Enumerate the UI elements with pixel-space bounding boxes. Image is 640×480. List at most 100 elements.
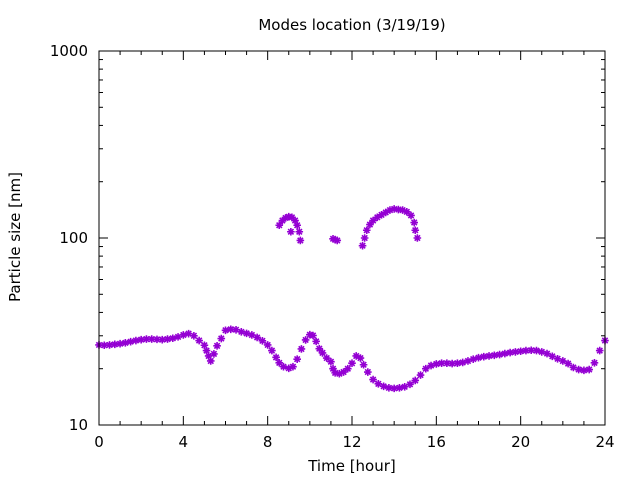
data-point-mode-small xyxy=(437,359,446,368)
data-point-mode-small xyxy=(331,369,339,377)
data-point-mode-small xyxy=(343,364,352,373)
data-point-mode-small xyxy=(126,337,135,346)
data-point-mode-small xyxy=(469,355,478,363)
data-point-mode-small xyxy=(309,331,317,340)
data-point-mode-large xyxy=(366,220,374,229)
data-point-mode-small xyxy=(369,375,377,384)
data-point-mode-large xyxy=(295,227,304,236)
data-point-mode-small xyxy=(329,364,337,373)
data-point-mode-large xyxy=(407,211,415,220)
data-point-mode-small xyxy=(142,335,151,343)
data-point-mode-large xyxy=(291,216,299,225)
data-point-mode-small xyxy=(158,335,167,344)
data-point-mode-small xyxy=(495,350,504,359)
data-point-mode-small xyxy=(301,336,310,344)
data-point-mode-small xyxy=(400,383,409,391)
data-point-mode-small xyxy=(263,341,272,349)
x-tick-label: 0 xyxy=(94,433,104,451)
data-point-mode-small xyxy=(327,357,335,366)
data-point-mode-large xyxy=(360,234,369,242)
data-point-mode-small xyxy=(490,351,499,360)
data-point-mode-large xyxy=(390,205,398,213)
data-point-mode-small xyxy=(226,325,235,334)
data-point-mode-small xyxy=(553,354,562,363)
data-point-mode-small xyxy=(356,354,365,362)
data-point-mode-small xyxy=(232,325,240,334)
data-point-mode-small xyxy=(385,384,393,392)
data-point-mode-large xyxy=(369,216,377,225)
data-point-mode-small xyxy=(297,345,306,353)
data-point-mode-small xyxy=(272,353,280,362)
data-point-mode-large xyxy=(333,236,342,245)
data-point-mode-large xyxy=(296,236,305,245)
data-point-mode-small xyxy=(204,352,213,360)
data-point-mode-small xyxy=(458,358,467,367)
data-point-mode-small xyxy=(406,380,414,389)
data-point-mode-small xyxy=(432,360,441,368)
data-point-mode-large xyxy=(377,211,386,219)
data-point-mode-large xyxy=(288,213,296,222)
data-point-mode-small xyxy=(374,380,383,388)
data-point-mode-small xyxy=(569,363,578,372)
data-point-mode-small xyxy=(315,344,324,353)
data-point-mode-large xyxy=(403,208,411,216)
data-point-mode-small xyxy=(258,337,267,345)
data-point-mode-large xyxy=(329,235,337,243)
data-point-mode-small xyxy=(395,384,404,392)
data-point-mode-small xyxy=(479,352,488,361)
data-point-mode-small xyxy=(335,369,344,378)
data-point-mode-small xyxy=(501,349,509,358)
data-point-mode-small xyxy=(190,331,198,340)
data-point-mode-small xyxy=(339,368,348,376)
data-point-mode-small xyxy=(580,366,588,375)
data-point-mode-small xyxy=(427,361,435,370)
data-point-mode-small xyxy=(537,348,546,356)
data-point-mode-small xyxy=(411,376,420,385)
axis-ticks xyxy=(98,50,606,426)
data-point-mode-small xyxy=(595,346,604,355)
y-axis-label: Particle size [nm] xyxy=(6,172,24,302)
data-point-mode-small xyxy=(506,348,514,357)
data-point-mode-large xyxy=(281,214,290,222)
data-point-mode-small xyxy=(548,352,557,361)
data-point-mode-small xyxy=(253,333,261,342)
data-point-mode-small xyxy=(318,349,327,357)
data-point-mode-small xyxy=(453,359,462,368)
data-point-mode-small xyxy=(174,333,182,341)
data-point-mode-small xyxy=(132,336,140,345)
data-point-mode-small xyxy=(242,329,251,338)
data-point-mode-large xyxy=(413,234,422,242)
data-point-mode-small xyxy=(390,384,398,393)
data-point-mode-small xyxy=(268,346,276,355)
data-point-mode-large xyxy=(398,206,407,214)
y-tick-label: 10 xyxy=(69,416,88,434)
data-point-mode-small xyxy=(184,329,193,338)
data-point-mode-small xyxy=(306,330,314,339)
data-point-mode-large xyxy=(373,213,382,222)
data-point-mode-small xyxy=(121,339,130,347)
data-point-mode-small xyxy=(153,335,161,344)
data-point-mode-small xyxy=(163,335,172,343)
data-point-mode-small xyxy=(448,359,456,368)
data-point-mode-small xyxy=(543,349,551,358)
data-point-mode-small xyxy=(322,354,331,362)
axis-tick-labels: 0 4 8 12 16 20 24 10 100 1000 xyxy=(50,42,615,451)
data-point-mode-small xyxy=(237,328,246,336)
data-point-mode-large xyxy=(411,226,420,235)
x-tick-label: 8 xyxy=(263,433,273,451)
data-point-mode-small xyxy=(213,342,221,350)
data-point-mode-small xyxy=(590,359,599,367)
data-point-mode-large xyxy=(287,227,295,236)
data-point-mode-small xyxy=(379,382,388,391)
data-point-mode-small xyxy=(564,359,572,368)
data-point-mode-large xyxy=(358,241,367,250)
data-point-mode-small xyxy=(559,357,567,365)
data-point-mode-small xyxy=(168,334,177,343)
data-point-mode-small xyxy=(464,357,472,365)
data-point-mode-small xyxy=(200,341,209,350)
data-point-mode-small xyxy=(352,352,361,360)
data-point-mode-small xyxy=(221,326,230,335)
data-point-mode-large xyxy=(394,205,403,214)
data-point-mode-small xyxy=(248,331,256,339)
